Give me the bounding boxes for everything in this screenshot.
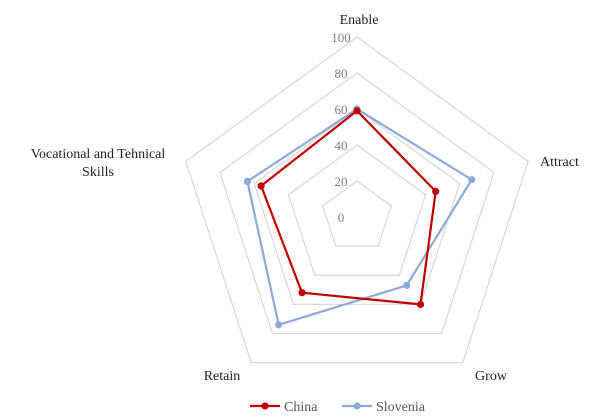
category-label-line: Vocational and Tehnical — [31, 147, 166, 162]
grid-ring-100 — [185, 36, 529, 364]
category-label-line: Attract — [540, 155, 579, 170]
point-china-2 — [416, 300, 425, 308]
legend-swatch-marker — [261, 402, 269, 410]
legend-item-china: China — [250, 400, 318, 415]
grid-ring-20 — [322, 180, 392, 247]
legend-swatch-marker — [353, 402, 361, 410]
series-line-slovenia — [246, 107, 473, 326]
radial-tick-labels: 0 20 40 60 80 100 — [331, 30, 351, 225]
grid-ring-40 — [287, 144, 427, 276]
category-label-line: Retain — [204, 369, 241, 384]
category-labels: Enable Attract Grow Retain Vocational and Te… — [31, 13, 579, 384]
legend-label: China — [284, 400, 318, 415]
point-china-3 — [298, 289, 306, 297]
point-china-1 — [432, 187, 440, 195]
point-china-0 — [353, 107, 361, 115]
category-label-1: Attract — [540, 155, 579, 170]
category-label-line: Skills — [82, 165, 114, 180]
grid — [185, 36, 529, 364]
legend: China Slovenia — [250, 400, 426, 415]
tick-label-0: 0 — [338, 210, 345, 225]
grid-ring-80 — [219, 72, 495, 335]
tick-label-60: 60 — [335, 102, 348, 117]
point-china-4 — [257, 182, 265, 190]
tick-label-100: 100 — [331, 30, 351, 45]
category-label-line: Enable — [340, 13, 379, 28]
tick-label-20: 20 — [335, 174, 348, 189]
category-label-line: Grow — [475, 369, 508, 384]
category-label-2: Grow — [475, 369, 508, 384]
legend-item-slovenia: Slovenia — [342, 400, 426, 415]
category-label-3: Retain — [204, 369, 241, 384]
point-slovenia-2 — [403, 281, 411, 289]
point-slovenia-3 — [275, 321, 283, 329]
tick-label-40: 40 — [335, 138, 348, 153]
series-china — [257, 107, 440, 308]
point-slovenia-4 — [243, 177, 251, 185]
grid-ring-60 — [253, 108, 461, 306]
series-slovenia — [243, 105, 476, 329]
point-slovenia-1 — [468, 176, 476, 184]
category-label-0: Enable — [340, 13, 379, 28]
series — [243, 105, 476, 329]
legend-label: Slovenia — [376, 400, 426, 415]
tick-label-80: 80 — [335, 66, 348, 81]
series-line-china — [260, 109, 437, 306]
category-label-4: Vocational and Tehnical Skills — [31, 147, 166, 180]
